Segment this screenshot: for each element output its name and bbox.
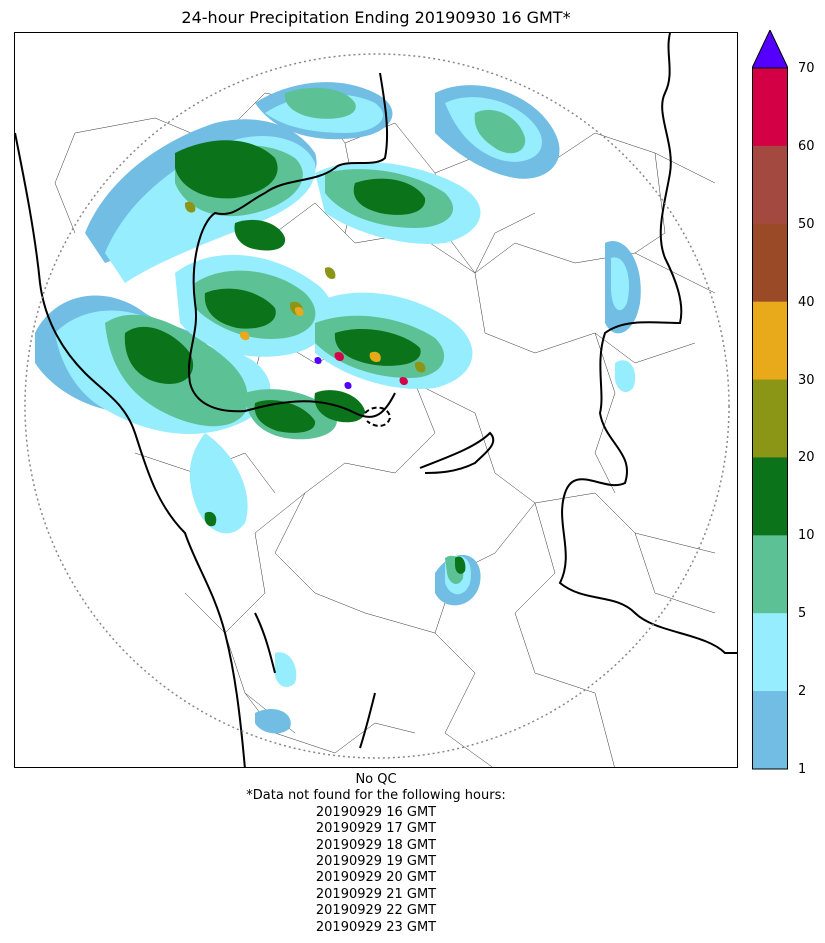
colorbar-tick-label: 1 xyxy=(798,762,807,777)
colorbar-segment xyxy=(752,223,788,303)
missing-hour: 20190929 21 GMT xyxy=(315,886,437,902)
colorbar-segment xyxy=(752,68,788,147)
colorbar-svg xyxy=(751,28,789,770)
missing-hour: 20190929 16 GMT xyxy=(315,804,437,820)
colorbar-segments xyxy=(752,68,788,770)
colorbar-tick-label: 50 xyxy=(798,216,815,232)
colorbar-segment xyxy=(752,691,788,770)
colorbar-segment xyxy=(752,457,788,536)
colorbar-segment xyxy=(752,535,788,614)
radar-map xyxy=(14,32,738,768)
colorbar-tick-label: 5 xyxy=(798,606,807,622)
colorbar-tick-label: 20 xyxy=(798,450,815,466)
missing-hour: 20190929 17 GMT xyxy=(315,821,437,837)
colorbar-segment xyxy=(752,379,788,458)
colorbar-tick-label: 30 xyxy=(798,372,815,388)
qc-note: No QC xyxy=(355,772,397,787)
state-boundaries xyxy=(15,33,737,767)
colorbar-tick-label: 10 xyxy=(798,528,815,544)
missing-hour: 20190929 23 GMT xyxy=(315,919,437,935)
missing-hour: 20190929 20 GMT xyxy=(315,870,437,886)
precip-field xyxy=(35,82,641,734)
colorbar-tick-label: 2 xyxy=(798,684,807,700)
missing-hour: 20190929 22 GMT xyxy=(315,903,437,919)
colorbar-segment xyxy=(752,301,788,381)
colorbar-segment xyxy=(752,145,788,225)
map-canvas xyxy=(15,33,737,767)
colorbar-tick-label: 70 xyxy=(798,61,815,76)
colorbar-segment xyxy=(752,613,788,692)
colorbar-tick-label: 40 xyxy=(798,294,815,310)
missing-header: *Data not found for the following hours: xyxy=(246,788,506,804)
colorbar-tick-label: 60 xyxy=(798,138,815,154)
missing-hour: 20190929 19 GMT xyxy=(315,854,437,870)
missing-hour: 20190929 18 GMT xyxy=(315,837,437,853)
footnote: No QC *Data not found for the following … xyxy=(14,772,738,936)
colorbar-extend-triangle xyxy=(751,28,789,69)
radar-range-ring xyxy=(24,53,730,759)
colorbar xyxy=(751,28,789,770)
map-title: 24-hour Precipitation Ending 20190930 16… xyxy=(181,8,571,27)
